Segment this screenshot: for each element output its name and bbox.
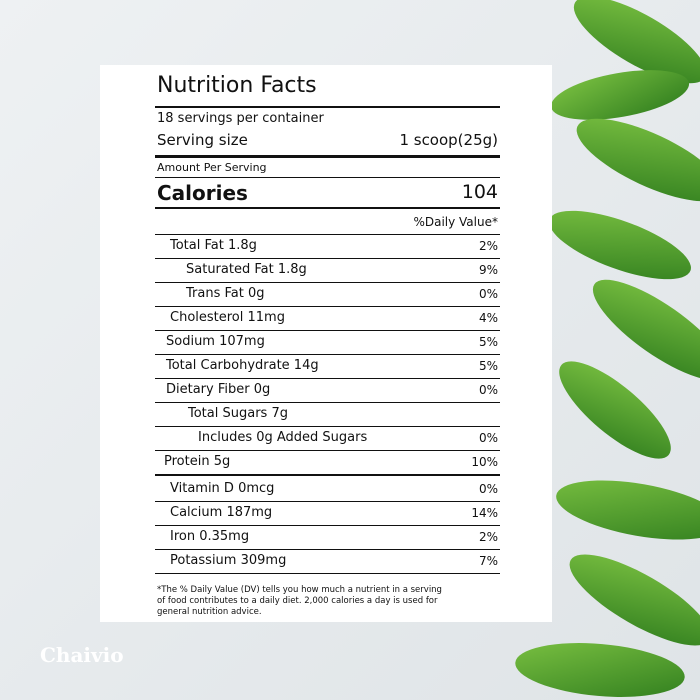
rule — [155, 525, 500, 526]
nutrient-name: Total Fat 1.8g — [170, 238, 257, 253]
nutrient-name: Vitamin D 0mcg — [170, 481, 275, 496]
nutrient-dv: 14% — [471, 506, 498, 520]
rule — [155, 426, 500, 427]
nutrient-name: Sodium 107mg — [166, 334, 265, 349]
nutrient-dv: 2% — [478, 239, 498, 253]
nutrient-name: Cholesterol 11mg — [170, 310, 285, 325]
nutrition-label: Nutrition Facts 18 servings per container… — [100, 65, 552, 622]
rule — [155, 177, 500, 178]
rule — [155, 106, 500, 108]
rule — [155, 282, 500, 283]
nutrient-dv: 9% — [478, 263, 498, 277]
nutrient-dv: 0% — [478, 482, 498, 496]
nutrient-dv: 7% — [478, 554, 498, 568]
nutrient-dv: 0% — [478, 383, 498, 397]
rule — [155, 378, 500, 379]
nutrient-dv: 5% — [478, 335, 498, 349]
nutrient-name: Includes 0g Added Sugars — [198, 430, 368, 445]
nutrient-dv: 10% — [471, 455, 498, 469]
serving-size-value: 1 scoop(25g) — [399, 131, 498, 149]
daily-value-header: %Daily Value* — [413, 215, 498, 229]
nutrient-name: Saturated Fat 1.8g — [186, 262, 307, 277]
title: Nutrition Facts — [157, 73, 317, 98]
nutrient-name: Calcium 187mg — [170, 505, 273, 520]
rule — [155, 450, 500, 451]
nutrient-name: Iron 0.35mg — [170, 529, 250, 544]
servings: 18 servings per container — [157, 111, 324, 126]
rule — [155, 573, 500, 574]
rule — [155, 354, 500, 355]
rule — [155, 234, 500, 235]
serving-size-label: Serving size — [157, 131, 248, 149]
rule — [155, 549, 500, 550]
rule — [155, 258, 500, 259]
nutrient-name: Total Carbohydrate 14g — [166, 358, 319, 373]
nutrient-name: Potassium 309mg — [170, 553, 287, 568]
nutrient-name: Dietary Fiber 0g — [166, 382, 271, 397]
calories-value: 104 — [461, 181, 498, 203]
brand: Chaivio — [40, 643, 124, 667]
rule — [155, 330, 500, 331]
footnote: of food contributes to a daily diet. 2,0… — [157, 596, 438, 606]
calories-label: Calories — [157, 181, 248, 205]
rule — [155, 207, 500, 209]
nutrient-name: Protein 5g — [164, 454, 231, 469]
rule — [155, 306, 500, 307]
nutrient-dv: 4% — [478, 311, 498, 325]
rule — [155, 402, 500, 403]
nutrient-name: Total Sugars 7g — [188, 406, 288, 421]
footnote: general nutrition advice. — [157, 607, 262, 617]
nutrient-name: Trans Fat 0g — [186, 286, 265, 301]
rule — [155, 501, 500, 502]
nutrient-dv: 0% — [478, 431, 498, 445]
nutrient-dv: 5% — [478, 359, 498, 373]
footnote: *The % Daily Value (DV) tells you how mu… — [157, 585, 442, 595]
rule — [155, 474, 500, 476]
nutrient-dv: 2% — [478, 530, 498, 544]
rule — [155, 155, 500, 158]
nutrient-dv: 0% — [478, 287, 498, 301]
amount-per-serving: Amount Per Serving — [157, 161, 267, 174]
